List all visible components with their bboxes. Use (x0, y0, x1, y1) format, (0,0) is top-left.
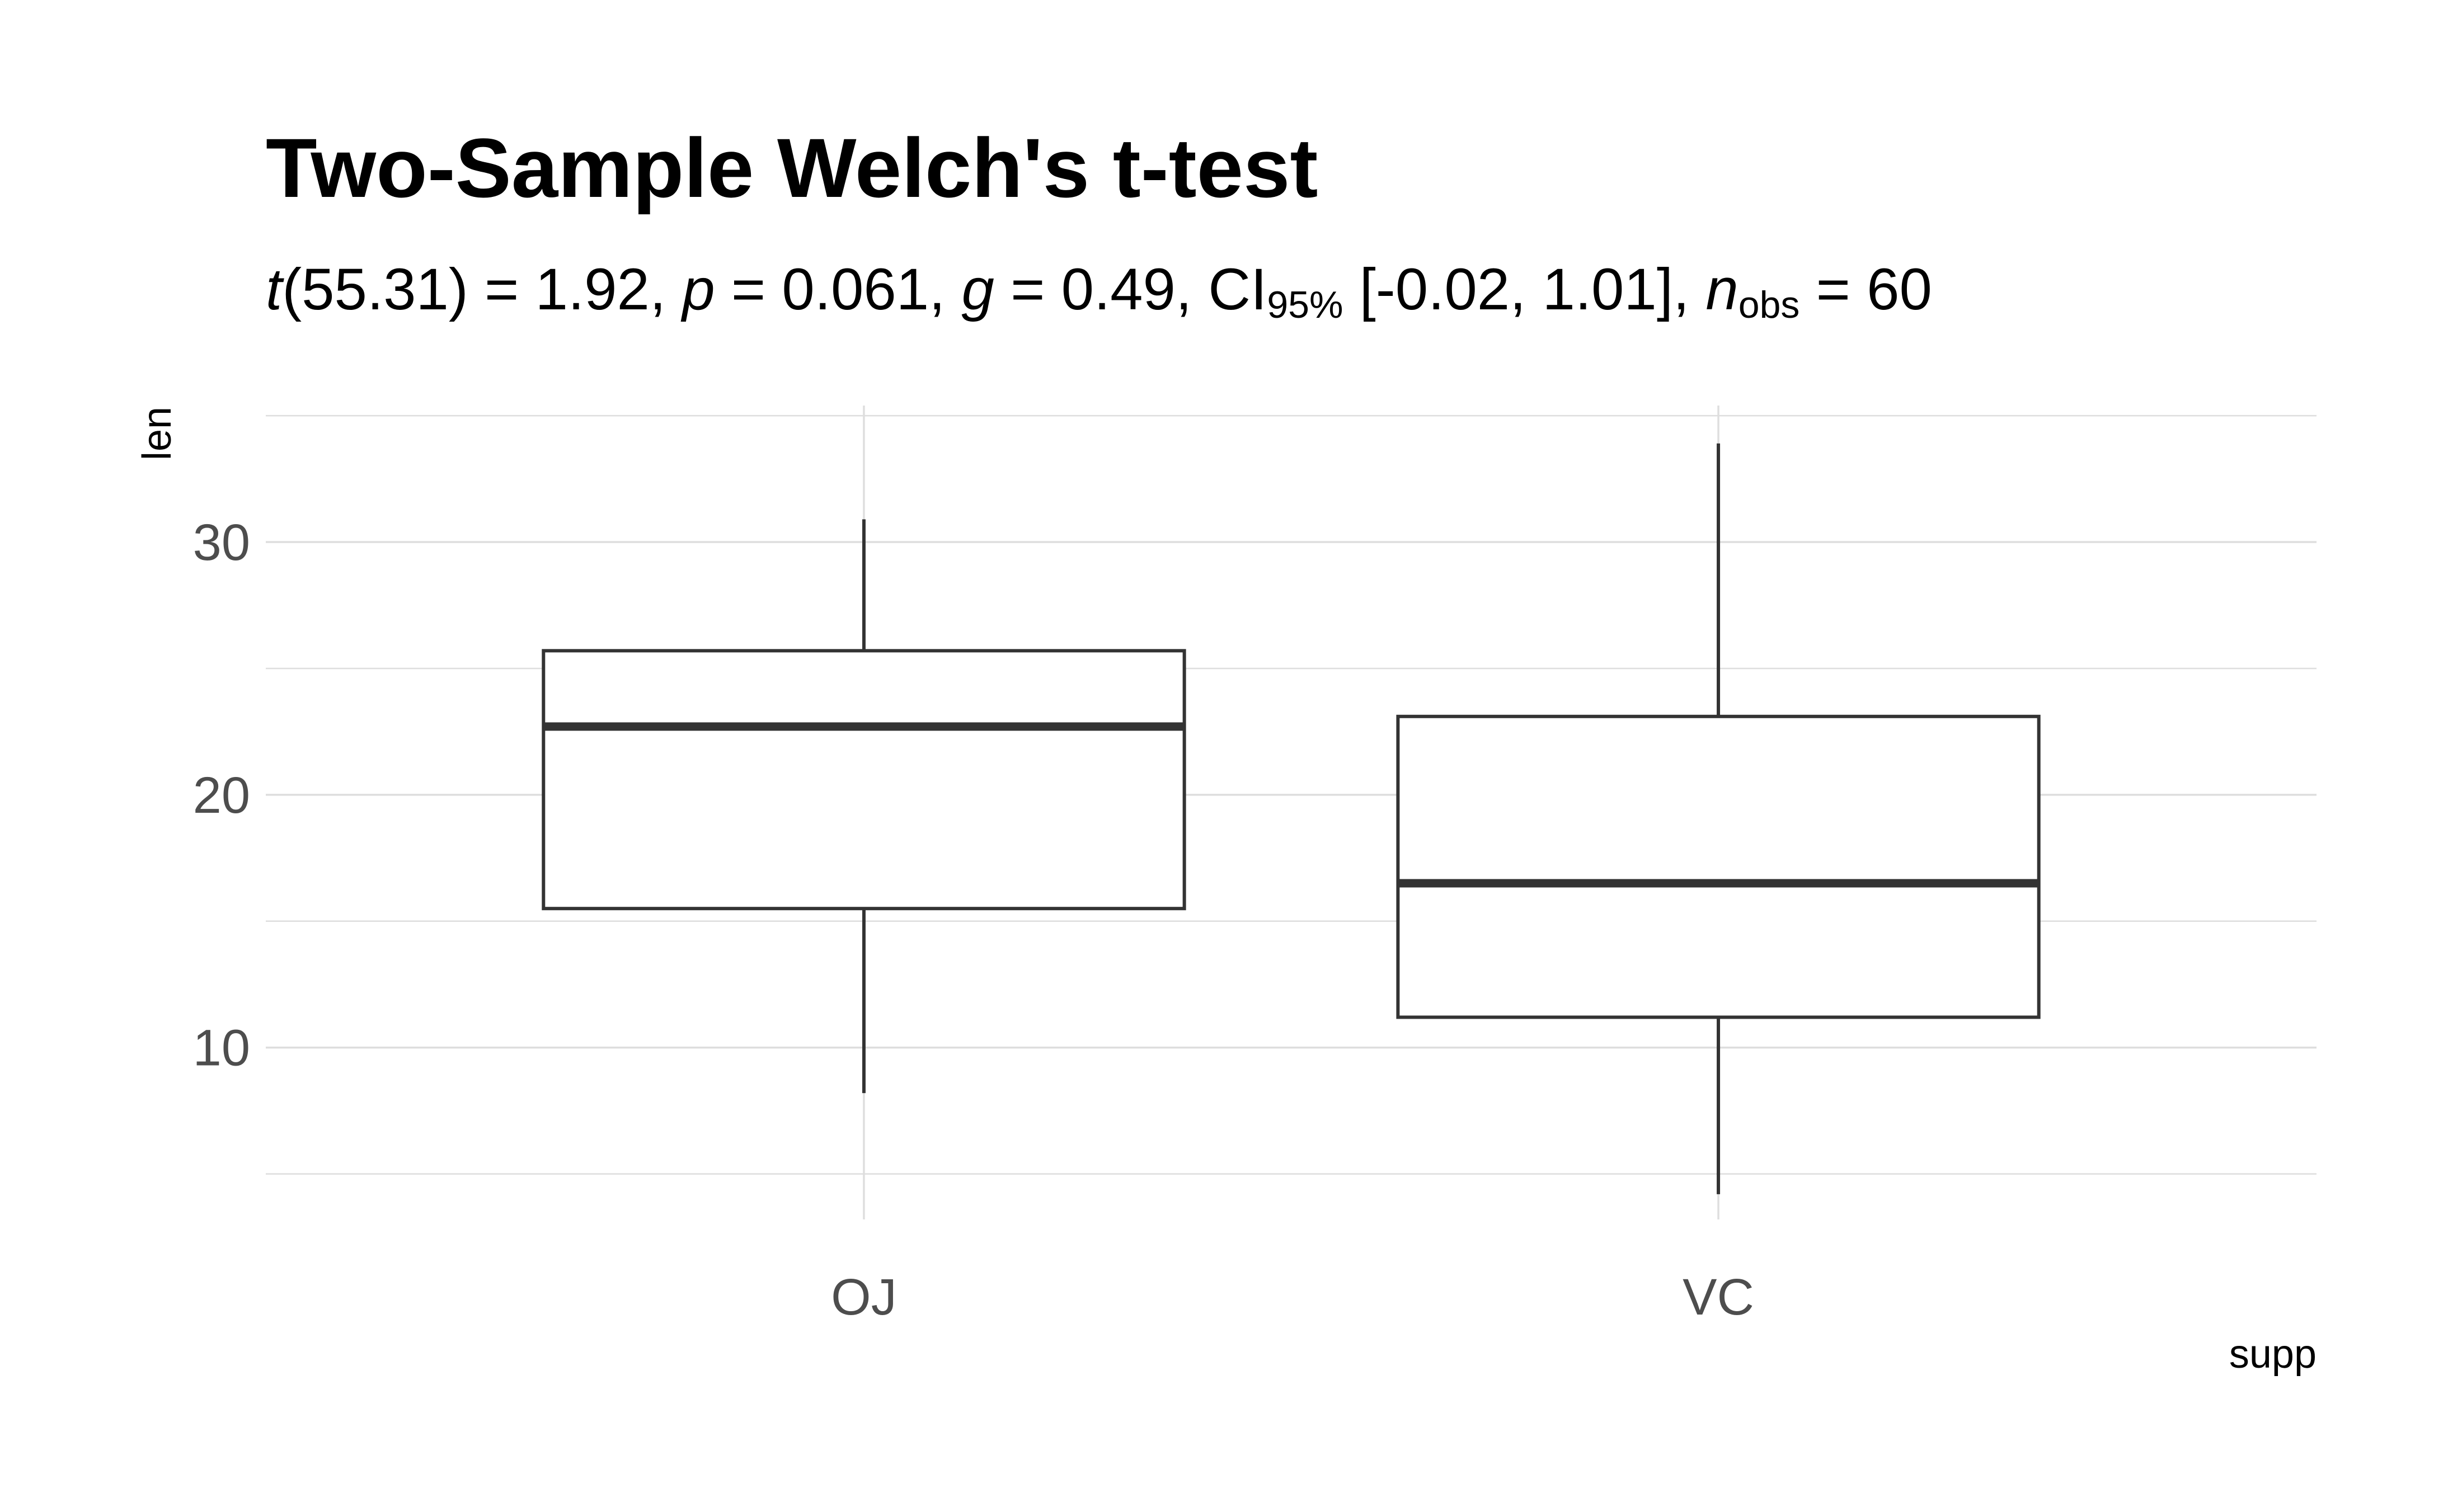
subtitle-p-value: 0.061 (782, 257, 929, 322)
y-tick-label: 10 (193, 1020, 250, 1077)
x-tick-label: VC (1683, 1269, 1754, 1326)
box-iqr (1396, 714, 2041, 1019)
chart-subtitle: t(55.31) = 1.92, p = 0.061, g = 0.49, CI… (266, 257, 1932, 326)
box-vc (1396, 443, 2041, 1194)
box-oj (542, 519, 1186, 1094)
chart-title: Two-Sample Welch's t-test (266, 121, 1318, 215)
subtitle-ci-value: [-0.02, 1.01] (1359, 257, 1673, 322)
y-axis-title: len (135, 407, 180, 460)
x-axis-ticks: OJ VC (831, 1269, 1754, 1326)
y-tick-label: 30 (193, 514, 250, 571)
y-axis-ticks: 10 20 30 (193, 514, 250, 1077)
box-series (542, 443, 2041, 1194)
x-axis-title: supp (2229, 1332, 2317, 1377)
y-tick-label: 20 (193, 767, 250, 824)
x-tick-label: OJ (831, 1269, 897, 1326)
box-iqr (542, 649, 1186, 911)
subtitle-ci-level: 95% (1267, 283, 1343, 326)
subtitle-n-obs: 60 (1867, 257, 1932, 322)
subtitle-g-value: 0.49 (1061, 257, 1176, 322)
subtitle-t-value: 1.92 (535, 257, 650, 322)
subtitle-t-df: 55.31 (302, 257, 449, 322)
